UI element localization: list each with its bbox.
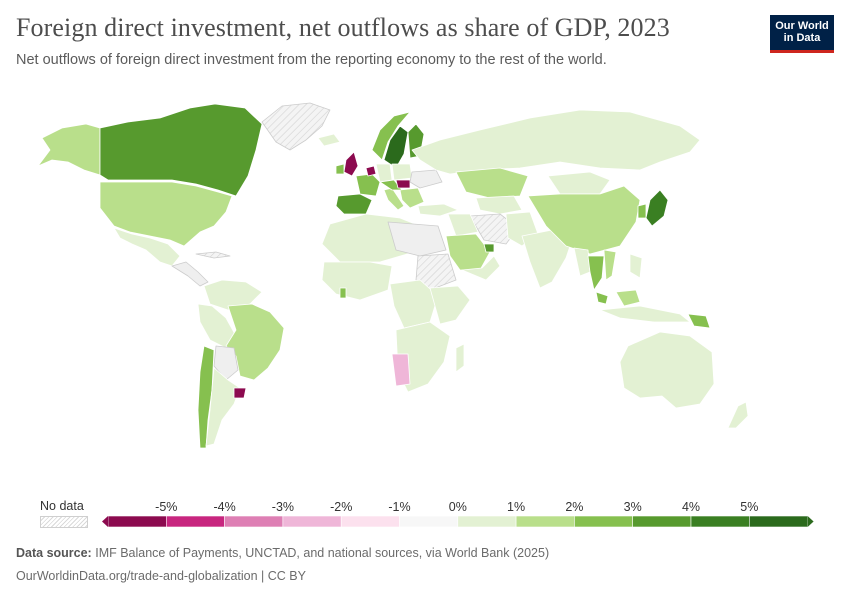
country-ukraine[interactable]: [409, 169, 443, 189]
country-central-asia[interactable]: [475, 195, 523, 215]
country-canada[interactable]: [99, 103, 263, 197]
legend-no-data-swatch[interactable]: [40, 516, 88, 528]
country-united-kingdom[interactable]: [343, 151, 359, 177]
country-russia[interactable]: [411, 109, 701, 175]
owid-logo[interactable]: Our World in Data: [770, 15, 834, 53]
country-philippines[interactable]: [629, 253, 643, 279]
legend-bin-11[interactable]: [748, 515, 808, 528]
legend-bin-7[interactable]: [515, 515, 575, 528]
country-central-america[interactable]: [171, 261, 209, 287]
country-west-africa[interactable]: [321, 261, 393, 301]
country-iraq-syria[interactable]: [447, 213, 479, 237]
legend-bin-3[interactable]: [282, 515, 342, 528]
chart-title: Foreign direct investment, net outflows …: [16, 13, 670, 42]
country-bolivia-paraguay[interactable]: [213, 345, 239, 381]
country-east-africa[interactable]: [429, 285, 471, 325]
country-libya-egypt[interactable]: [387, 221, 447, 257]
country-brazil[interactable]: [225, 303, 285, 381]
country-germany[interactable]: [375, 163, 393, 183]
country-australia[interactable]: [619, 331, 715, 409]
legend-no-data-label: No data: [40, 499, 84, 513]
country-sudan[interactable]: [415, 253, 457, 291]
world-map: [37, 102, 749, 449]
country-benelux[interactable]: [365, 165, 377, 177]
country-balkans[interactable]: [399, 187, 425, 209]
legend-tick-label: 4%: [682, 500, 700, 514]
legend-tick-label: -3%: [272, 500, 294, 514]
country-borneo[interactable]: [615, 289, 641, 307]
legend-bin-1[interactable]: [166, 515, 225, 528]
legend-tick-label: 0%: [449, 500, 467, 514]
country-turkey[interactable]: [417, 203, 459, 217]
country-uruguay[interactable]: [233, 387, 247, 399]
country-uae[interactable]: [483, 243, 495, 253]
country-spain-portugal[interactable]: [335, 193, 373, 215]
logo-line-1: Our World: [775, 20, 829, 32]
country-yemen-oman[interactable]: [461, 255, 501, 281]
country-malaysia[interactable]: [595, 291, 609, 305]
country-madagascar[interactable]: [455, 343, 465, 373]
country-greenland[interactable]: [261, 102, 331, 151]
country-ghana[interactable]: [339, 287, 347, 299]
country-poland[interactable]: [391, 163, 413, 181]
country-new-zealand[interactable]: [727, 401, 749, 429]
country-thailand[interactable]: [587, 255, 605, 291]
country-myanmar[interactable]: [573, 247, 591, 277]
country-japan[interactable]: [645, 189, 669, 227]
color-legend: -5% -4% -3% -2% -1% 0% 1% 2% 3% 4% 5%: [102, 500, 814, 528]
country-argentina[interactable]: [205, 367, 241, 447]
country-korea[interactable]: [637, 203, 647, 219]
country-namibia[interactable]: [391, 353, 411, 387]
country-iceland[interactable]: [317, 133, 341, 147]
legend-bin-4[interactable]: [340, 515, 400, 528]
source-label: Data source:: [16, 546, 92, 560]
legend-tick-label: -1%: [388, 500, 410, 514]
legend-bin-10[interactable]: [690, 515, 750, 528]
country-ireland[interactable]: [335, 163, 345, 175]
legend-arrow-left: [102, 516, 108, 527]
footer-source: Data source: IMF Balance of Payments, UN…: [16, 546, 549, 560]
chart-subtitle: Net outflows of foreign direct investmen…: [16, 52, 607, 68]
country-mongolia[interactable]: [547, 171, 611, 195]
country-colombia-venezuela[interactable]: [203, 279, 263, 311]
country-cuba[interactable]: [195, 251, 231, 259]
legend-tick-label: 1%: [507, 500, 525, 514]
country-france[interactable]: [355, 173, 381, 197]
legend-tick-label: -5%: [155, 500, 177, 514]
country-china[interactable]: [527, 185, 641, 255]
country-hungary[interactable]: [395, 179, 411, 189]
legend-arrow-right: [807, 516, 814, 527]
legend-bin-6[interactable]: [457, 515, 517, 528]
source-text: IMF Balance of Payments, UNCTAD, and nat…: [95, 546, 550, 560]
country-kazakhstan[interactable]: [455, 167, 529, 199]
legend-bin-9[interactable]: [632, 515, 692, 528]
country-chile[interactable]: [197, 345, 215, 449]
country-indonesia[interactable]: [599, 305, 691, 323]
legend-tick-label: -4%: [213, 500, 235, 514]
country-alaska[interactable]: [37, 123, 101, 176]
footer-url[interactable]: OurWorldinData.org/trade-and-globalizati…: [16, 569, 306, 583]
legend-bin-0[interactable]: [107, 515, 167, 528]
country-vietnam[interactable]: [603, 249, 617, 281]
logo-line-2: in Data: [783, 32, 821, 44]
legend-tick-label: -2%: [330, 500, 352, 514]
country-papua-new-guinea[interactable]: [687, 313, 711, 329]
country-united-states[interactable]: [99, 181, 233, 247]
country-norway[interactable]: [371, 111, 411, 161]
legend-bin-8[interactable]: [574, 515, 633, 528]
legend-bin-2[interactable]: [224, 515, 284, 528]
legend-tick-label: 5%: [740, 500, 758, 514]
legend-bin-5[interactable]: [399, 515, 459, 528]
legend-tick-label: 2%: [565, 500, 583, 514]
legend-tick-label: 3%: [624, 500, 642, 514]
